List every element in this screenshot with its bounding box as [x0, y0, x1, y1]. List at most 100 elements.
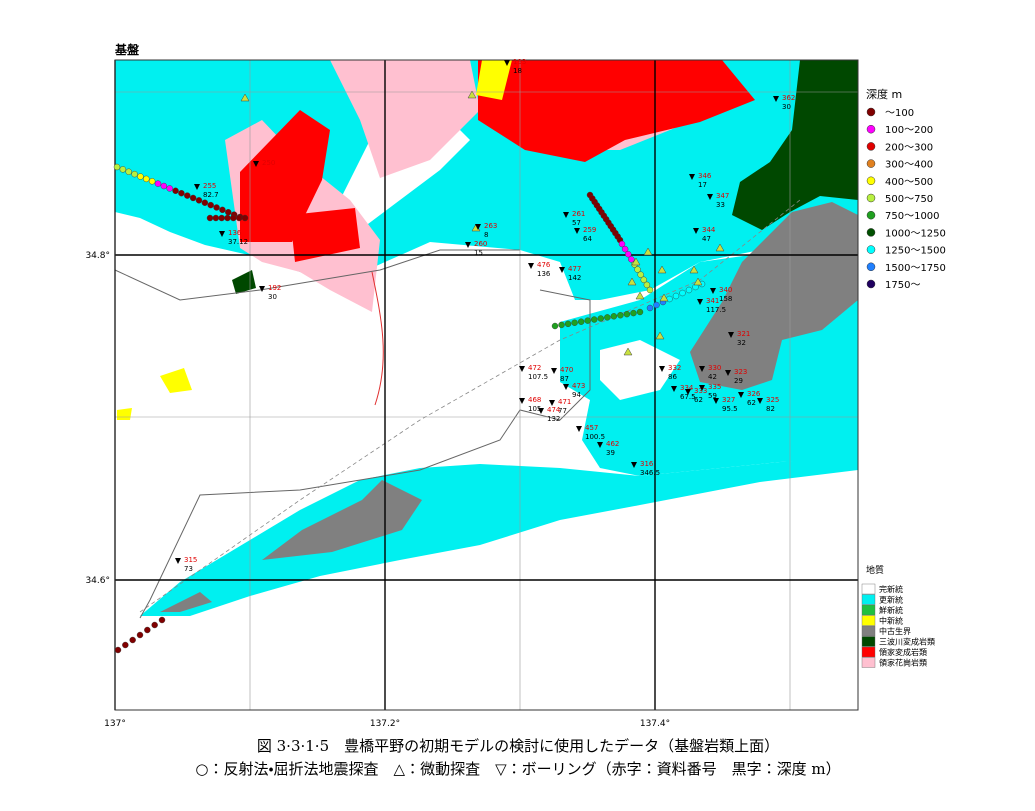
- borehole-id: 474: [547, 406, 561, 414]
- legend-swatch: [861, 604, 876, 616]
- legend-swatch: [861, 657, 876, 668]
- borehole: [519, 366, 525, 372]
- legend-swatch: [861, 615, 876, 626]
- borehole-id: 321: [737, 330, 750, 338]
- legend-swatch: [866, 279, 876, 289]
- borehole-depth: 30: [782, 103, 791, 111]
- microtremor-site: [623, 347, 633, 356]
- lat-label: 34.6°: [85, 576, 110, 586]
- borehole-depth: 67.5: [680, 393, 696, 401]
- borehole: [563, 384, 569, 390]
- legend-label: 三波川変成岩類: [879, 637, 935, 647]
- survey-points: 193183623025025582.713637.12263826015261…: [113, 58, 795, 654]
- borehole: [713, 398, 719, 404]
- borehole-id: 471: [558, 398, 571, 406]
- borehole: [253, 161, 259, 167]
- paleo-mesozoic: [690, 202, 858, 390]
- borehole: [671, 386, 677, 392]
- survey-dot: [114, 646, 122, 654]
- legend-label: 200～300: [885, 142, 933, 153]
- legend-label: 中新統: [879, 616, 903, 626]
- borehole: [175, 558, 181, 564]
- borehole-depth: 87: [560, 375, 569, 383]
- borehole-depth: 142: [568, 274, 581, 282]
- legend-swatch: [861, 594, 876, 605]
- borehole-id: 473: [572, 382, 585, 390]
- legend-label: 鮮新統: [879, 605, 903, 615]
- borehole-depth: 346.5: [640, 469, 660, 477]
- sanbagawa: [732, 60, 858, 230]
- survey-dot: [584, 317, 591, 324]
- borehole-depth: 64: [583, 235, 592, 243]
- survey-dot: [672, 292, 680, 300]
- borehole: [259, 286, 265, 292]
- survey-dot: [172, 187, 179, 195]
- ryoke-metamorphic: [290, 208, 360, 262]
- borehole: [728, 332, 734, 338]
- microtremor-site: [689, 265, 699, 274]
- ryoke-metamorphic: [478, 60, 755, 162]
- survey-dot: [131, 170, 138, 178]
- survey-dot: [643, 281, 651, 289]
- survey-dot: [623, 310, 631, 318]
- survey-dot: [564, 320, 572, 328]
- borehole-depth: 39: [606, 449, 615, 457]
- paleo-mesozoic: [160, 592, 212, 612]
- borehole-depth: 158: [719, 295, 732, 303]
- legend-swatch: [866, 210, 876, 220]
- borehole-depth: 47: [702, 235, 711, 243]
- survey-dot: [213, 204, 220, 211]
- borehole-id: 250: [262, 159, 275, 167]
- borehole-id: 330: [708, 364, 721, 372]
- survey-dot: [154, 180, 162, 187]
- borehole: [504, 60, 510, 66]
- holocene: [600, 340, 680, 400]
- survey-dot: [634, 266, 641, 273]
- borehole-depth: 117.5: [706, 306, 726, 314]
- survey-dot: [201, 199, 209, 206]
- borehole-id: 333: [694, 387, 707, 395]
- survey-dot: [591, 316, 598, 323]
- borehole: [519, 398, 525, 404]
- survey-dot: [207, 201, 214, 209]
- map-title: 基盤: [114, 42, 140, 57]
- borehole: [475, 224, 481, 230]
- survey-dot: [637, 271, 644, 278]
- legend-label: 100～200: [885, 125, 933, 136]
- map-frame: [114, 59, 859, 711]
- borehole: [631, 462, 637, 468]
- legend-swatch: [861, 646, 876, 658]
- legend-label: 1750～: [885, 280, 920, 291]
- borehole-id: 468: [528, 396, 541, 404]
- legend-swatch: [861, 625, 876, 637]
- survey-dot: [224, 214, 231, 222]
- borehole: [465, 242, 471, 248]
- legend-swatch: [866, 124, 876, 134]
- borehole: [710, 288, 716, 294]
- microtremor-site: [693, 277, 703, 286]
- legend-label: 1000～1250: [885, 228, 946, 239]
- paleo-mesozoic: [262, 480, 422, 560]
- survey-dot: [551, 322, 559, 330]
- borehole: [725, 370, 731, 376]
- borehole-id: 263: [484, 222, 497, 230]
- borehole-depth: 107.5: [528, 373, 548, 381]
- lon-label: 137°: [104, 719, 126, 729]
- survey-dot: [630, 309, 637, 317]
- microtremor-site: [627, 277, 637, 286]
- borehole-id: 362: [782, 94, 795, 102]
- legend-label: 1500～1750: [885, 263, 946, 274]
- borehole-depth: 57: [572, 219, 581, 227]
- borehole-id: 340: [719, 286, 732, 294]
- borehole-depth: 100.5: [585, 433, 605, 441]
- legend-label: 1250～1500: [885, 246, 946, 257]
- microtremor-site: [659, 293, 669, 302]
- borehole-id: 346: [698, 172, 712, 180]
- microtremor-site: [635, 291, 645, 300]
- legend-title: 地質: [866, 564, 884, 576]
- borehole: [574, 228, 580, 234]
- survey-dot: [679, 289, 686, 297]
- borehole: [738, 392, 744, 398]
